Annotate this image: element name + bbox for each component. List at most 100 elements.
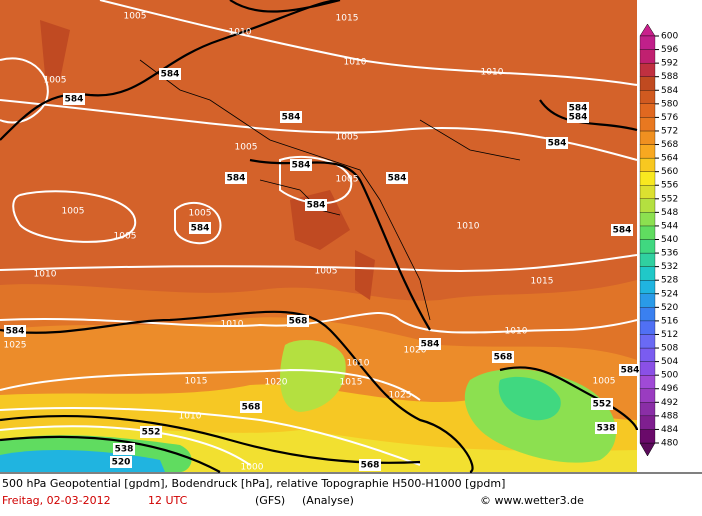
isobar-label: 1015 <box>340 378 363 388</box>
colorbar-segment <box>639 35 656 50</box>
contour-label-box <box>110 456 132 468</box>
footer-model: (GFS) <box>255 494 285 507</box>
geopotential-label: 584 <box>548 139 567 149</box>
colorbar-label: 512 <box>661 330 678 340</box>
colorbar-segment <box>639 320 656 335</box>
colorbar-label: 484 <box>661 425 678 435</box>
geopotential-label: 568 <box>361 461 380 471</box>
isobar-label: 1015 <box>531 277 554 287</box>
geopotential-label: 520 <box>112 458 131 468</box>
isobar-label: 1010 <box>221 320 244 330</box>
geopotential-label: 538 <box>597 424 616 434</box>
geopotential-label: 552 <box>142 428 161 438</box>
contour-label-box <box>225 172 247 184</box>
colorbar-segment <box>639 49 656 64</box>
isobar-label: 1005 <box>124 12 147 22</box>
geopotential-label: 568 <box>494 353 513 363</box>
geopotential-label: 552 <box>593 400 612 410</box>
isobar-label: 1015 <box>185 377 208 387</box>
contour-label-box <box>359 459 381 471</box>
geopotential-label: 538 <box>115 445 134 455</box>
region-green-3 <box>498 376 561 421</box>
contour-label-box <box>546 137 568 149</box>
colorbar-segment <box>639 117 656 132</box>
contour-label-box <box>595 422 617 434</box>
isobar-label: 1005 <box>189 209 212 219</box>
isobar-label: 1000 <box>241 463 264 473</box>
contour-label-box <box>4 325 26 337</box>
colorbar-label: 540 <box>661 235 678 245</box>
isobar-label: 1005 <box>114 232 137 242</box>
colorbar-segment <box>639 429 656 444</box>
isobar-label: 1020 <box>404 346 427 356</box>
contour-label-box <box>280 111 302 123</box>
contour-label-box <box>591 398 613 410</box>
contour-label-box <box>492 351 514 363</box>
geopotential-label: 584 <box>191 224 210 234</box>
colorbar-segment <box>639 415 656 430</box>
contour-label-box <box>63 93 85 105</box>
geopotential-label: 584 <box>569 104 588 114</box>
colorbar-label: 480 <box>661 439 678 449</box>
colorbar-segment <box>639 402 656 417</box>
colorbar-label: 520 <box>661 303 678 313</box>
isobar-label: 1005 <box>44 76 67 86</box>
colorbar-segment <box>639 239 656 254</box>
isobar-label: 1025 <box>389 391 412 401</box>
contour-label-box <box>619 364 641 376</box>
geopotential-label: 584 <box>282 113 301 123</box>
colorbar-label: 560 <box>661 167 678 177</box>
colorbar-label: 552 <box>661 194 678 204</box>
colorbar-label: 488 <box>661 411 678 421</box>
region-green-1 <box>280 340 346 412</box>
colorbar-label: 516 <box>661 316 678 326</box>
colorbar-label: 532 <box>661 262 678 272</box>
colorbar-label: 496 <box>661 384 678 394</box>
contour-label-box <box>240 401 262 413</box>
colorbar-segment <box>639 225 656 240</box>
geopotential-label: 584 <box>421 340 440 350</box>
geopotential-label: 584 <box>307 201 326 211</box>
isobar-label: 1010 <box>34 270 57 280</box>
contour-label-box <box>287 315 309 327</box>
colorbar-segment <box>639 198 656 213</box>
isobar-label: 1005 <box>336 133 359 143</box>
colorbar-segment <box>639 157 656 172</box>
colorbar-segment <box>639 185 656 199</box>
contour-label-box <box>113 443 135 455</box>
colorbar-label: 568 <box>661 140 678 150</box>
geopotential-label: 568 <box>242 403 261 413</box>
contour-label-box <box>189 222 211 234</box>
colorbar-label: 544 <box>661 221 678 231</box>
contour-label-box <box>290 159 312 171</box>
geopotential-label: 584 <box>6 327 25 337</box>
isobar-label: 1005 <box>336 175 359 185</box>
isobar-label: 1015 <box>336 14 359 24</box>
isobar-label: 1010 <box>481 68 504 78</box>
colorbar-segment <box>639 144 656 159</box>
colorbar-label: 548 <box>661 208 678 218</box>
colorbar-label: 500 <box>661 371 678 381</box>
colorbar-segment <box>639 375 656 389</box>
colorbar-label: 528 <box>661 276 678 286</box>
isobar-label: 1010 <box>457 222 480 232</box>
colorbar-label: 524 <box>661 289 678 299</box>
contour-label-box <box>611 224 633 236</box>
colorbar-label: 580 <box>661 99 678 109</box>
isobar-label: 1005 <box>315 267 338 277</box>
colorbar-label: 536 <box>661 249 678 259</box>
colorbar-segment <box>639 130 656 145</box>
geopotential-label: 584 <box>388 174 407 184</box>
isobar-label: 1025 <box>4 341 27 351</box>
geopotential-label: 568 <box>289 317 308 327</box>
footer-credit: © www.wetter3.de <box>480 494 584 507</box>
geopotential-label: 584 <box>621 366 640 376</box>
contour-labels: 1005 1015 1010 584 1005 584 1010 1010 584 1005 100… <box>4 12 641 473</box>
isobar-label: 1005 <box>593 377 616 387</box>
isobar-label: 1020 <box>265 378 288 388</box>
isobar-label: 1010 <box>344 58 367 68</box>
colorbar-label: 584 <box>661 86 678 96</box>
colorbar-segment <box>639 103 656 118</box>
isobar-label: 1010 <box>229 28 252 38</box>
contour-label-box <box>386 172 408 184</box>
